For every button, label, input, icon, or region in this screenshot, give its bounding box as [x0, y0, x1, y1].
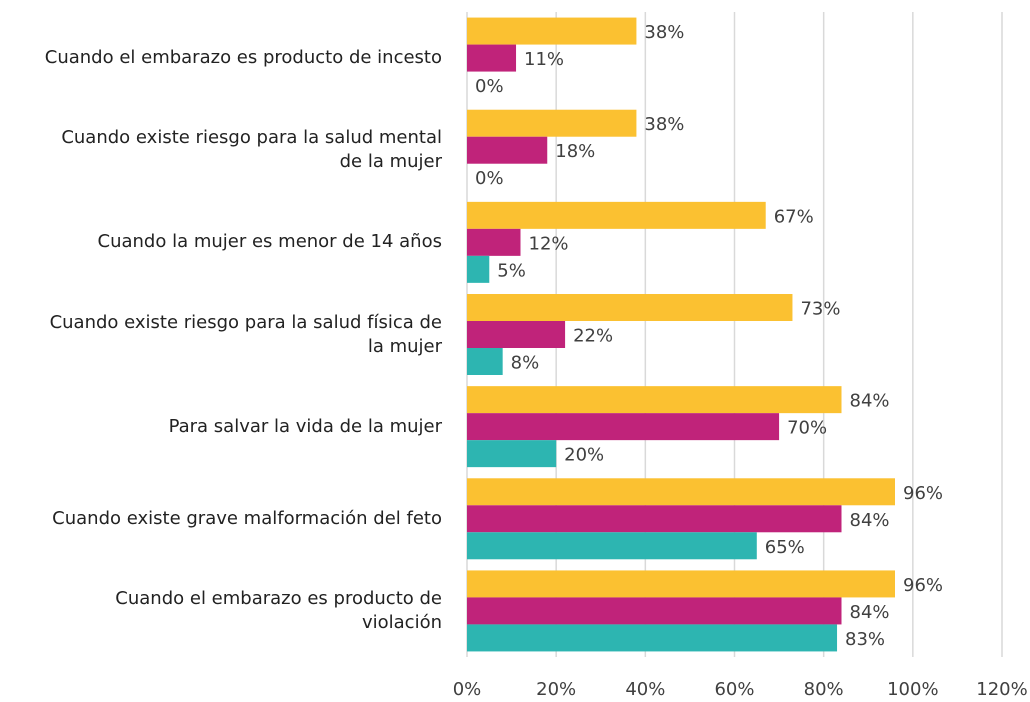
- data-label: 83%: [845, 629, 885, 650]
- x-tick-label: 120%: [976, 679, 1027, 700]
- category-label: Cuando la mujer es menor de 14 años: [97, 231, 442, 253]
- bar: [467, 505, 842, 533]
- data-label: 0%: [475, 168, 504, 189]
- data-label: 70%: [787, 418, 827, 439]
- category-label: Cuando existe riesgo para la salud físic…: [49, 311, 442, 357]
- bar: [467, 17, 637, 45]
- data-label: 18%: [555, 141, 595, 162]
- category-label: Cuando el embarazo es producto de incest…: [44, 47, 442, 69]
- data-label: 11%: [524, 49, 564, 70]
- bar: [467, 109, 637, 137]
- x-tick-label: 80%: [804, 679, 844, 700]
- data-label: 96%: [903, 575, 943, 596]
- bar: [467, 413, 780, 441]
- bar: [467, 532, 757, 560]
- x-tick-label: 60%: [714, 679, 754, 700]
- data-label: 38%: [644, 22, 684, 43]
- data-label: 22%: [573, 326, 613, 347]
- data-label: 84%: [850, 391, 890, 412]
- bar: [467, 478, 895, 506]
- x-tick-label: 0%: [453, 679, 482, 700]
- bar: [467, 44, 517, 72]
- bar: [467, 597, 842, 625]
- category-label: Cuando existe grave malformación del fet…: [52, 507, 442, 529]
- bar: [467, 570, 895, 598]
- bar: [467, 440, 557, 468]
- data-label: 96%: [903, 483, 943, 504]
- bar: [467, 348, 503, 375]
- bar: [467, 228, 521, 256]
- data-label: 65%: [765, 537, 805, 558]
- data-label: 8%: [511, 353, 540, 374]
- bar: [467, 136, 548, 164]
- data-label: 67%: [774, 206, 814, 227]
- bar: [467, 321, 566, 348]
- x-tick-label: 100%: [887, 679, 938, 700]
- data-label: 0%: [475, 76, 504, 97]
- bar: [467, 294, 793, 321]
- bar: [467, 201, 766, 229]
- bar: [467, 386, 842, 414]
- bar: [467, 255, 490, 283]
- x-tick-label: 40%: [625, 679, 665, 700]
- category-label: Cuando existe riesgo para la salud menta…: [61, 127, 442, 173]
- category-label: Cuando el embarazo es producto de violac…: [115, 587, 442, 633]
- x-tick-label: 20%: [536, 679, 576, 700]
- bar: [467, 624, 838, 652]
- data-label: 20%: [564, 445, 604, 466]
- data-label: 38%: [644, 114, 684, 135]
- category-label: Para salvar la vida de la mujer: [168, 415, 442, 437]
- data-label: 84%: [850, 510, 890, 531]
- data-label: 73%: [800, 299, 840, 320]
- data-label: 12%: [529, 233, 569, 254]
- data-label: 5%: [497, 260, 526, 281]
- data-label: 84%: [850, 602, 890, 623]
